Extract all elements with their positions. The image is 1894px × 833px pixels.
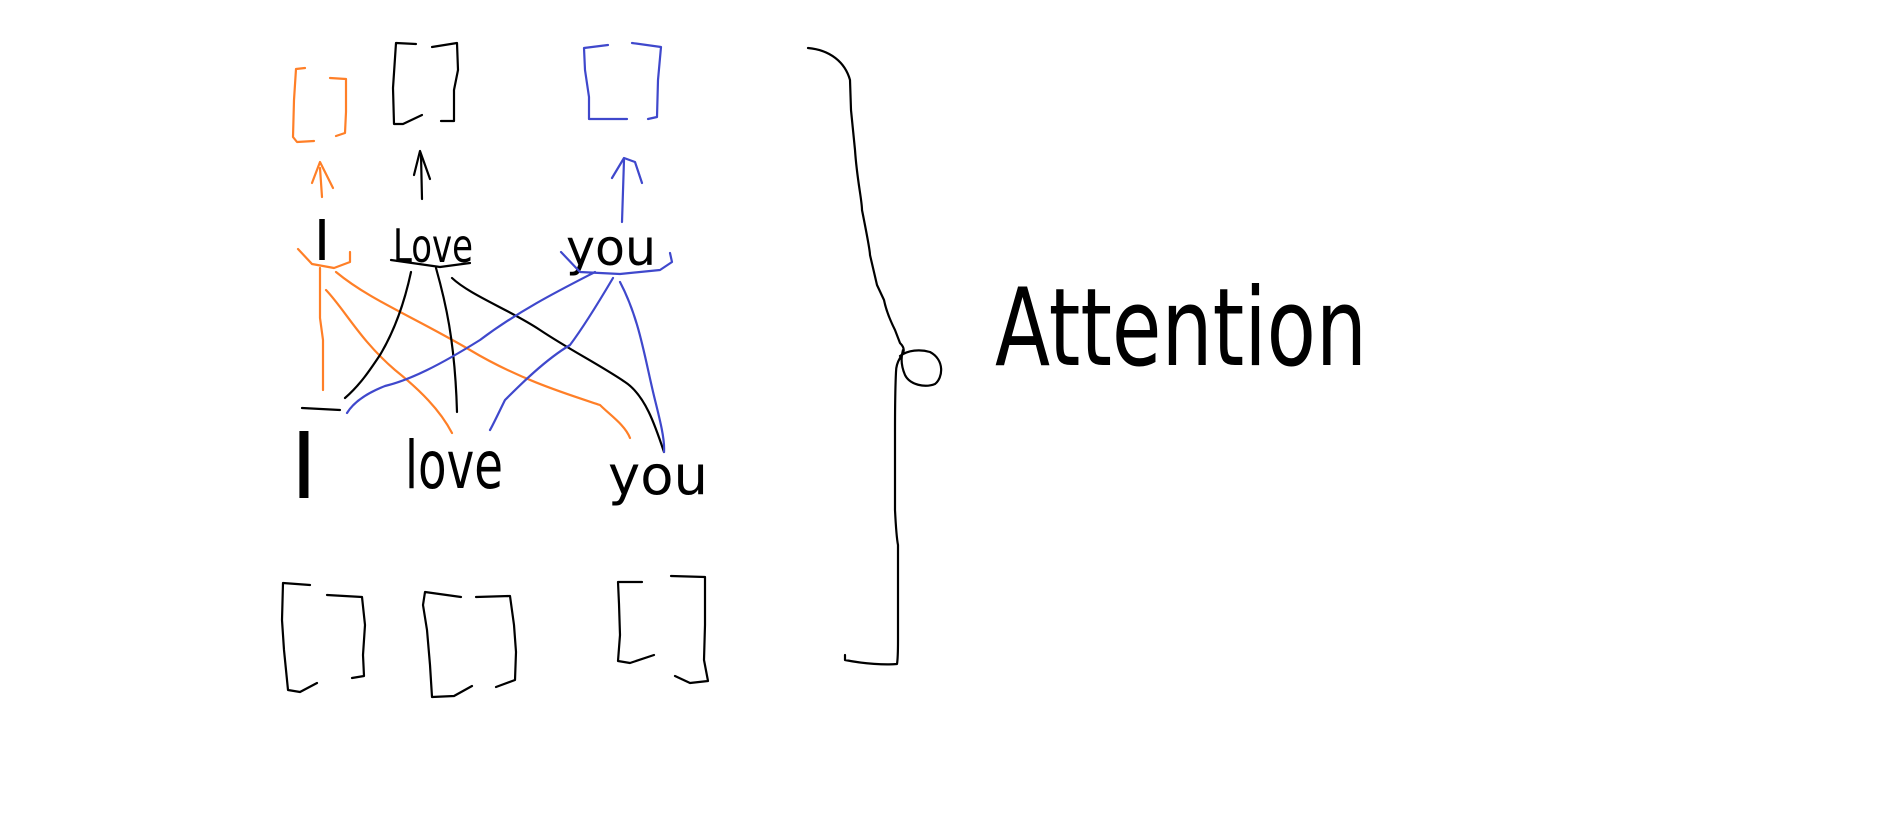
attention-lines-love: [343, 266, 666, 454]
attention-label: Attention: [995, 266, 1367, 391]
arrow-up-love: [412, 149, 432, 201]
bottom-word-i-mark: [300, 406, 342, 412]
bottom-word-love: love: [405, 427, 503, 504]
arrow-up-i: [310, 160, 335, 199]
output-vector-love: [391, 41, 460, 126]
underline-love: [389, 258, 472, 269]
underline-you: [559, 250, 674, 276]
arrow-up-you: [610, 156, 644, 224]
grouping-brace: [806, 46, 905, 666]
output-vector-you: [582, 41, 663, 121]
output-vector-i: [291, 66, 348, 144]
top-word-i: I: [314, 209, 331, 274]
attention-lines-you: [345, 270, 666, 454]
input-vector-love: [421, 590, 518, 699]
input-vector-you: [616, 574, 710, 685]
bottom-word-you: you: [608, 444, 708, 507]
input-vector-i: [280, 581, 367, 694]
top-word-you: you: [566, 219, 656, 277]
attention-lines-i: [318, 266, 632, 440]
underline-i: [296, 247, 352, 270]
brace-tip-loop: [898, 348, 943, 387]
bottom-word-i: I: [290, 413, 317, 520]
